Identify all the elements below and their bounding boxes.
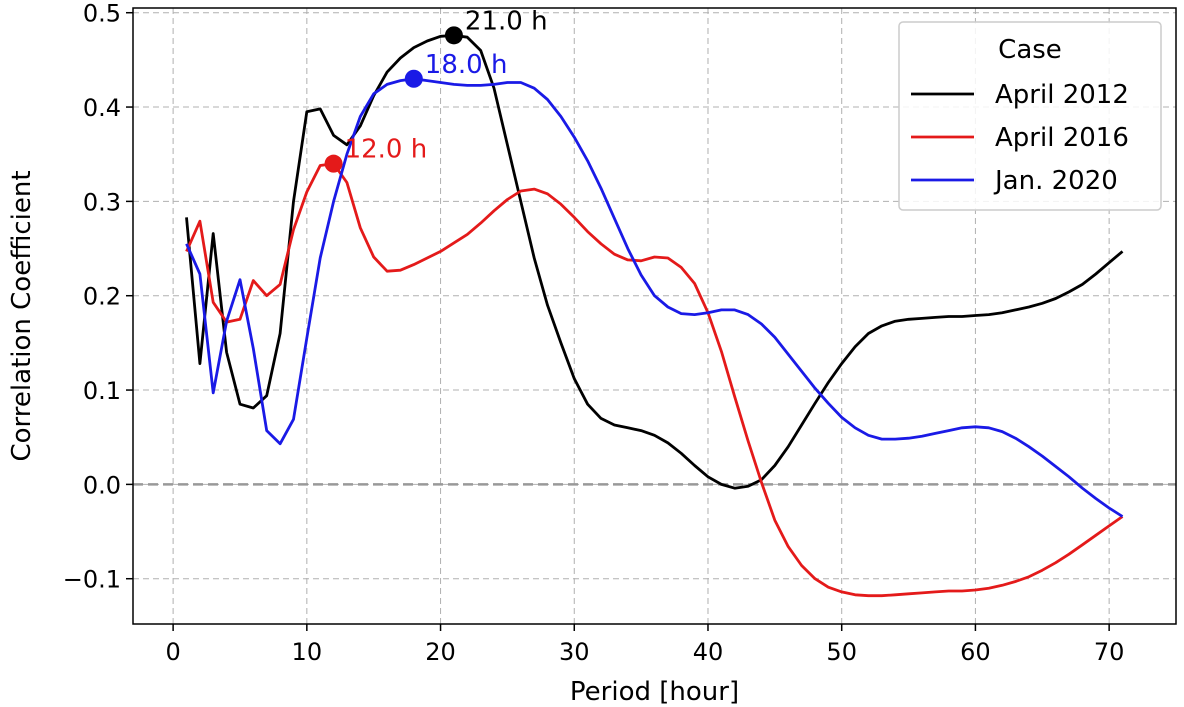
legend-items: April 2012 April 2016 Jan. 2020 bbox=[911, 80, 1129, 196]
peak-label: 21.0 h bbox=[465, 6, 548, 36]
y-axis-ticks: −0.1 0.0 0.1 0.2 0.3 0.4 0.5 bbox=[63, 0, 133, 594]
legend-title: Case bbox=[998, 35, 1062, 65]
series-line bbox=[185, 162, 1124, 598]
peak-marker bbox=[444, 26, 463, 45]
x-axis-label: Period [hour] bbox=[570, 677, 739, 707]
x-tick-label: 40 bbox=[693, 638, 724, 666]
y-tick-label: 0.5 bbox=[83, 0, 121, 28]
x-tick-label: 20 bbox=[425, 638, 456, 666]
y-axis-label: Correlation Coefficient bbox=[7, 170, 37, 461]
peak-label: 12.0 h bbox=[345, 135, 428, 165]
y-tick-label: 0.3 bbox=[83, 188, 121, 216]
y-tick-label: 0.0 bbox=[83, 471, 121, 499]
y-tick-label: 0.1 bbox=[83, 377, 121, 405]
legend: Case April 2012 April 2016 Jan. 2020 bbox=[898, 21, 1162, 211]
series-lines bbox=[185, 34, 1124, 598]
y-tick-label: 0.4 bbox=[83, 94, 121, 122]
x-tick-label: 50 bbox=[826, 638, 857, 666]
series-line bbox=[185, 77, 1124, 518]
legend-label: Jan. 2020 bbox=[993, 166, 1118, 196]
peak-marker bbox=[404, 69, 423, 88]
x-tick-label: 0 bbox=[165, 638, 180, 666]
x-tick-label: 60 bbox=[960, 638, 991, 666]
x-tick-label: 70 bbox=[1094, 638, 1125, 666]
x-axis-ticks: 0 10 20 30 40 50 60 70 bbox=[165, 624, 1124, 666]
legend-label: April 2012 bbox=[995, 80, 1129, 110]
x-tick-label: 10 bbox=[292, 638, 323, 666]
plot-frame bbox=[132, 7, 1177, 625]
legend-box bbox=[898, 21, 1162, 211]
legend-label: April 2016 bbox=[995, 123, 1129, 153]
series-line bbox=[185, 34, 1124, 490]
peak-markers: 21.0 h 12.0 h 18.0 h bbox=[324, 6, 548, 173]
y-tick-label: 0.2 bbox=[83, 283, 121, 311]
y-tick-label: −0.1 bbox=[63, 566, 121, 594]
peak-marker bbox=[324, 154, 343, 173]
peak-label: 18.0 h bbox=[425, 50, 508, 80]
x-tick-label: 30 bbox=[559, 638, 590, 666]
